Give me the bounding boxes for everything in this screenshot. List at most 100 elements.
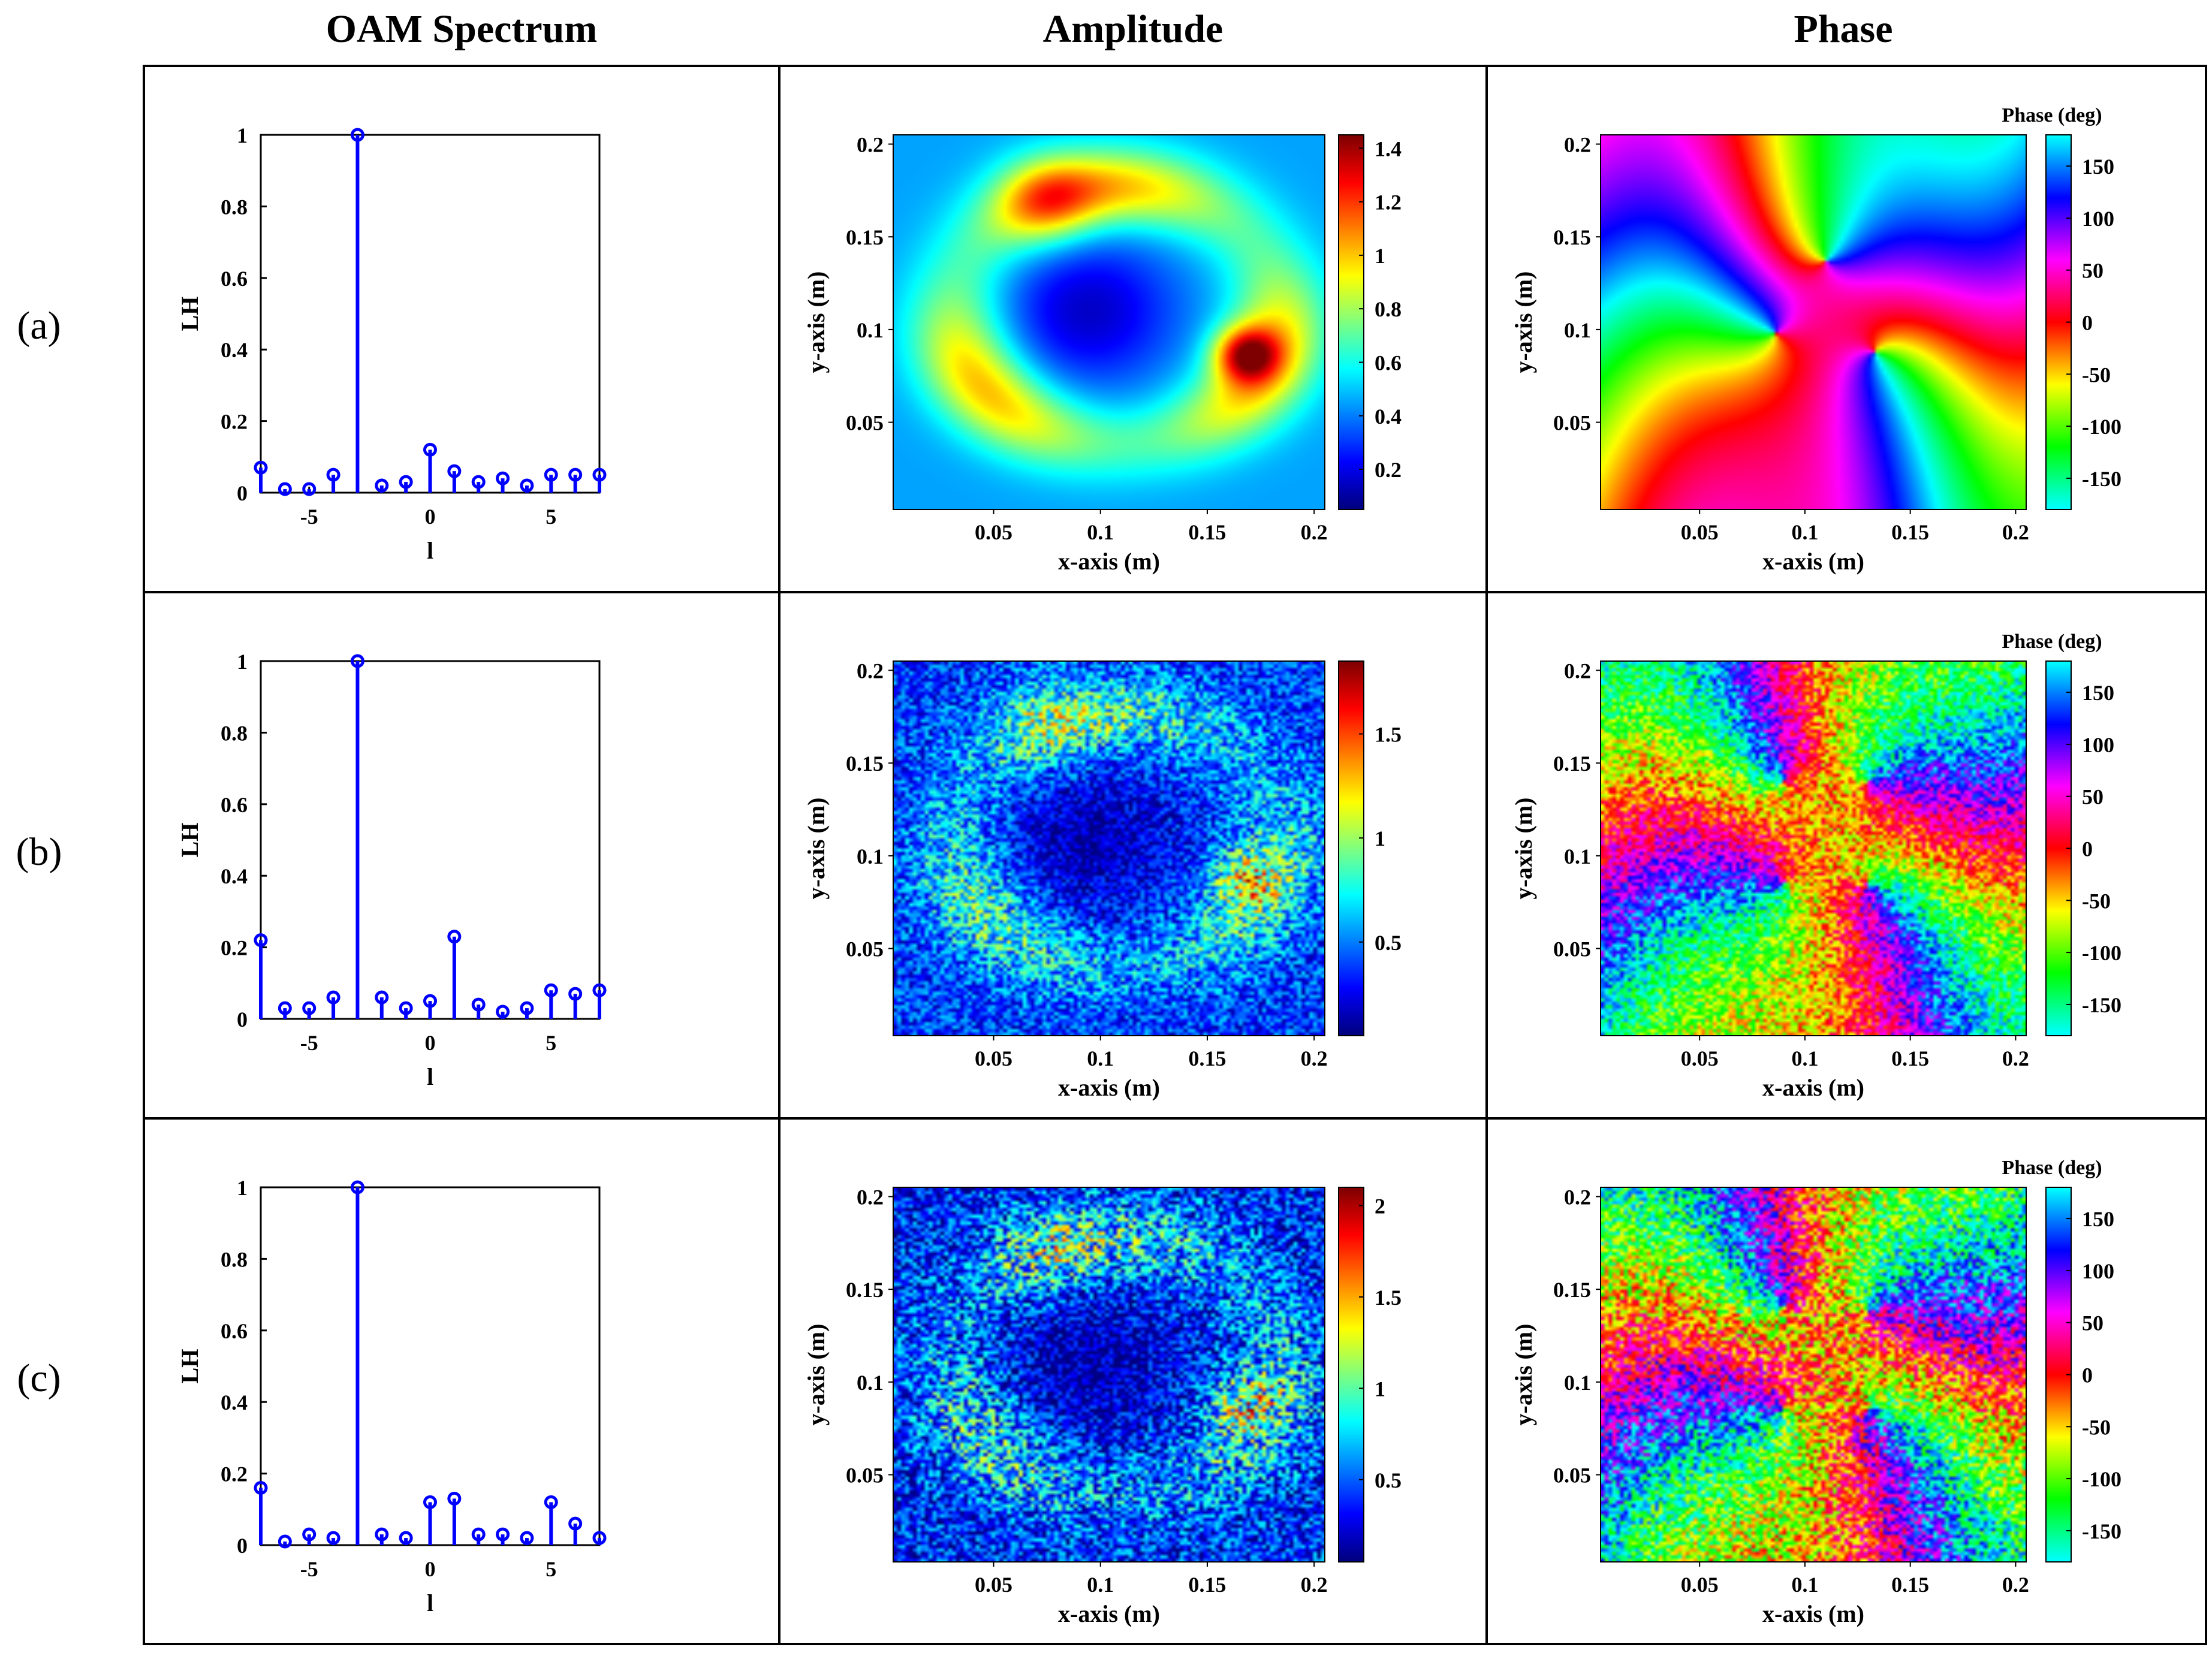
heat-ylabel: y-axis (m) xyxy=(1510,798,1537,900)
heat-xtick-label: 0.2 xyxy=(2002,1573,2029,1597)
colorbar-tick-label: -150 xyxy=(2082,993,2121,1017)
heat-ytick-label: 0.1 xyxy=(1564,844,1591,868)
stem-axes-frame xyxy=(260,660,601,1020)
phase-axes-frame xyxy=(1600,660,2027,1036)
heat-xlabel: x-axis (m) xyxy=(1058,548,1160,575)
colorbar-tick-label: 1 xyxy=(1375,827,1385,850)
stem-marker xyxy=(471,997,486,1012)
colorbar-tick-label: 1.4 xyxy=(1375,137,1402,161)
heat-xtick-label: 0.15 xyxy=(1891,1573,1929,1597)
phase-heatmap-2: 0.05 0.1 0.15 0.2 0.05 0.1 0.15 0.2 x-axis (m) y-… xyxy=(1510,1157,2121,1627)
heat-ytick-label: 0.05 xyxy=(1553,937,1591,961)
colorbar-tick-label: 0.6 xyxy=(1375,351,1402,375)
stem-ytick-label: 1 xyxy=(237,123,248,147)
header-phase: Phase xyxy=(1794,7,1893,51)
colorbar-tick-label: 50 xyxy=(2082,1311,2103,1335)
heat-xlabel: x-axis (m) xyxy=(1762,1074,1864,1101)
stem-marker xyxy=(423,994,437,1008)
amplitude-heatmap-image xyxy=(893,1187,1325,1562)
stem-ylabel: LH xyxy=(176,823,203,858)
colorbar-tick-label: 0.5 xyxy=(1375,931,1402,955)
colorbar-tick-label: 2 xyxy=(1375,1194,1385,1218)
amplitude-axes-frame xyxy=(893,660,1325,1036)
colorbar-tick-label: 1 xyxy=(1375,244,1385,268)
heat-ytick-label: 0.1 xyxy=(857,844,884,868)
stem-ytick-label: 0.6 xyxy=(221,793,248,817)
phase-heatmap-image xyxy=(1601,661,2026,1036)
stem-marker xyxy=(302,1527,317,1542)
colorbar-tick-label: 150 xyxy=(2082,681,2114,705)
colorbar-tick-label: 0.5 xyxy=(1375,1468,1402,1492)
colorbar-tick-label: -50 xyxy=(2082,1415,2111,1439)
heat-xtick-label: 0.15 xyxy=(1188,520,1226,544)
stem-marker xyxy=(254,1480,268,1495)
panel-label-c: (c) xyxy=(17,1356,61,1400)
stem-ytick-label: 1 xyxy=(237,650,248,674)
stem-xtick-label: 0 xyxy=(425,1557,436,1581)
heat-ytick-label: 0.15 xyxy=(846,752,884,776)
colorbar-tick-label: 50 xyxy=(2082,259,2103,283)
colorbar-tick-label: 100 xyxy=(2082,1259,2114,1283)
heat-ytick-label: 0.05 xyxy=(1553,411,1591,435)
colorbar-tick-label: 150 xyxy=(2082,155,2114,179)
heat-ytick-label: 0.05 xyxy=(1553,1464,1591,1488)
amplitude-heatmap-2: 0.05 0.1 0.15 0.2 0.05 0.1 0.15 0.2 x-axis (m) y-… xyxy=(803,1185,1402,1627)
heat-ylabel: y-axis (m) xyxy=(1510,1324,1537,1426)
heat-xtick-label: 0.15 xyxy=(1891,520,1929,544)
colorbar-gradient xyxy=(1339,135,1364,509)
phase-heatmap-0: 0.05 0.1 0.15 0.2 0.05 0.1 0.15 0.2 x-axis (m) y-… xyxy=(1510,104,2121,575)
stem-ytick-label: 0.4 xyxy=(221,338,248,362)
heat-ylabel: y-axis (m) xyxy=(1510,272,1537,373)
heat-ytick-label: 0.2 xyxy=(1564,1185,1591,1209)
stem-marker xyxy=(520,478,534,493)
header-oam-spectrum: OAM Spectrum xyxy=(326,7,598,51)
stem-marker xyxy=(254,460,268,475)
stem-marker xyxy=(278,482,292,496)
stem-marker xyxy=(568,467,583,482)
stem-xlabel: l xyxy=(427,1063,433,1090)
heat-ytick-label: 0.05 xyxy=(846,937,884,961)
colorbar-tick-label: 1.5 xyxy=(1375,723,1402,747)
phase-axes-frame xyxy=(1600,134,2027,510)
heat-xtick-label: 0.2 xyxy=(1301,1573,1328,1597)
stem-marker xyxy=(278,1534,292,1549)
stem-marker xyxy=(544,983,558,997)
heat-ytick-label: 0.15 xyxy=(846,1278,884,1302)
grid-outer-border xyxy=(143,65,2207,1645)
panel-label-a: (a) xyxy=(17,304,61,348)
heat-xtick-label: 0.1 xyxy=(1087,520,1114,544)
colorbar-tick-label: 50 xyxy=(2082,785,2103,809)
heat-xlabel: x-axis (m) xyxy=(1762,548,1864,575)
heat-xtick-label: 0.05 xyxy=(975,520,1012,544)
stem-ytick-label: 0.6 xyxy=(221,1319,248,1343)
amplitude-axes-frame xyxy=(893,1187,1325,1563)
colorbar-title: Phase (deg) xyxy=(2002,104,2102,126)
heat-ytick-label: 0.15 xyxy=(1553,225,1591,249)
colorbar-tick-label: 0 xyxy=(2082,311,2093,335)
stem-ytick-label: 0.6 xyxy=(221,267,248,291)
colorbar-tick-label: 0.2 xyxy=(1375,458,1402,482)
stem-marker xyxy=(471,1527,486,1542)
heat-ytick-label: 0.1 xyxy=(1564,1371,1591,1395)
colorbar-tick-label: 100 xyxy=(2082,733,2114,757)
stem-xlabel: l xyxy=(427,537,433,564)
stem-marker xyxy=(568,1516,583,1531)
colorbar-tick-label: -50 xyxy=(2082,889,2111,913)
stem-xtick-label: 0 xyxy=(425,505,436,529)
colorbar-tick-label: 150 xyxy=(2082,1207,2114,1231)
stem-marker xyxy=(254,933,268,948)
amplitude-heatmap-image xyxy=(893,661,1325,1036)
amplitude-axes-frame xyxy=(893,134,1325,510)
colorbar-tick-label: -150 xyxy=(2082,467,2121,491)
stem-chart-2: 0 0.2 0.4 0.6 0.8 1 -5 0 5 l LH xyxy=(176,1176,607,1616)
heat-ytick-label: 0.15 xyxy=(846,225,884,249)
colorbar-gradient xyxy=(1339,661,1364,1036)
heat-ytick-label: 0.05 xyxy=(846,411,884,435)
header-amplitude: Amplitude xyxy=(1043,7,1223,51)
stem-xtick-label: 5 xyxy=(546,505,556,529)
amplitude-heatmap-0: 0.05 0.1 0.15 0.2 0.05 0.1 0.15 0.2 x-axis (m) y-… xyxy=(803,132,1402,575)
heat-xtick-label: 0.15 xyxy=(1891,1046,1929,1070)
heat-ytick-label: 0.2 xyxy=(857,1185,884,1209)
stem-marker xyxy=(326,990,340,1005)
